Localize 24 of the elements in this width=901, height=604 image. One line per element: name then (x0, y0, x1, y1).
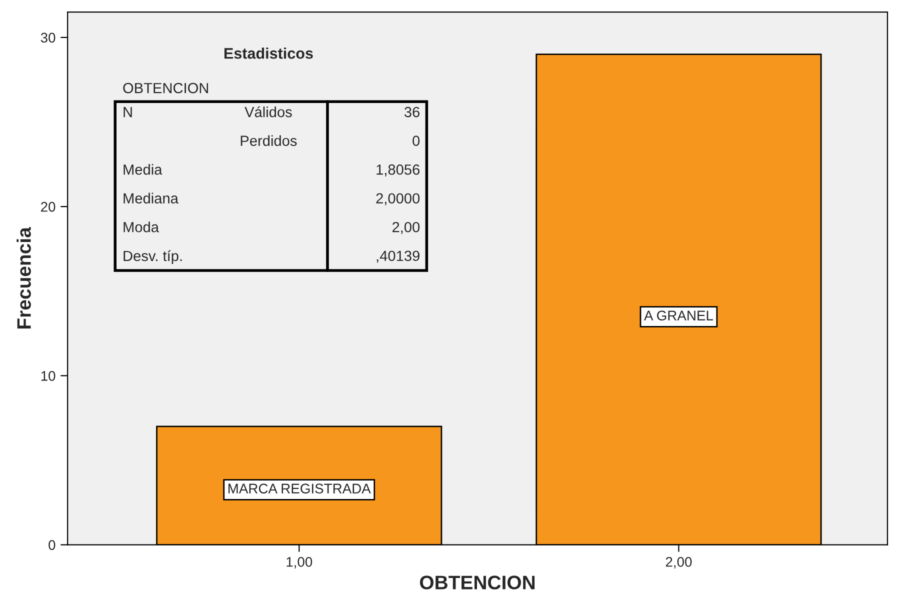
annotation: A GRANEL (644, 310, 713, 320)
annotation: Válidos (244, 106, 292, 118)
annotation: Estadisticos (224, 48, 313, 59)
annotation: 2,00 (392, 222, 420, 234)
x-tick-label: 1,00 (286, 556, 312, 568)
annotation: OBTENCION (123, 82, 208, 94)
annotation: ,40139 (376, 250, 420, 263)
y-tick-label: 0 (48, 540, 56, 550)
annotation: 2,0000 (376, 193, 420, 206)
annotation: Moda (124, 222, 159, 232)
annotation: Perdidos (240, 135, 297, 146)
y-axis-title: Frecuencia (16, 226, 31, 328)
annotation: Mediana (124, 192, 178, 204)
annotation: Desv. típ. (124, 250, 182, 264)
annotation: 0 (412, 136, 420, 146)
annotation: MARCA REGISTRADA (228, 484, 371, 494)
y-tick-label: 30 (40, 32, 56, 43)
annotation: Media (124, 164, 162, 175)
y-tick-label: 20 (41, 202, 56, 212)
y-tick-label: 10 (41, 371, 56, 381)
x-axis-title: OBTENCION (420, 576, 535, 590)
annotation: 1,8056 (376, 164, 420, 176)
annotation: 36 (404, 106, 420, 118)
annotation: N (124, 107, 132, 118)
